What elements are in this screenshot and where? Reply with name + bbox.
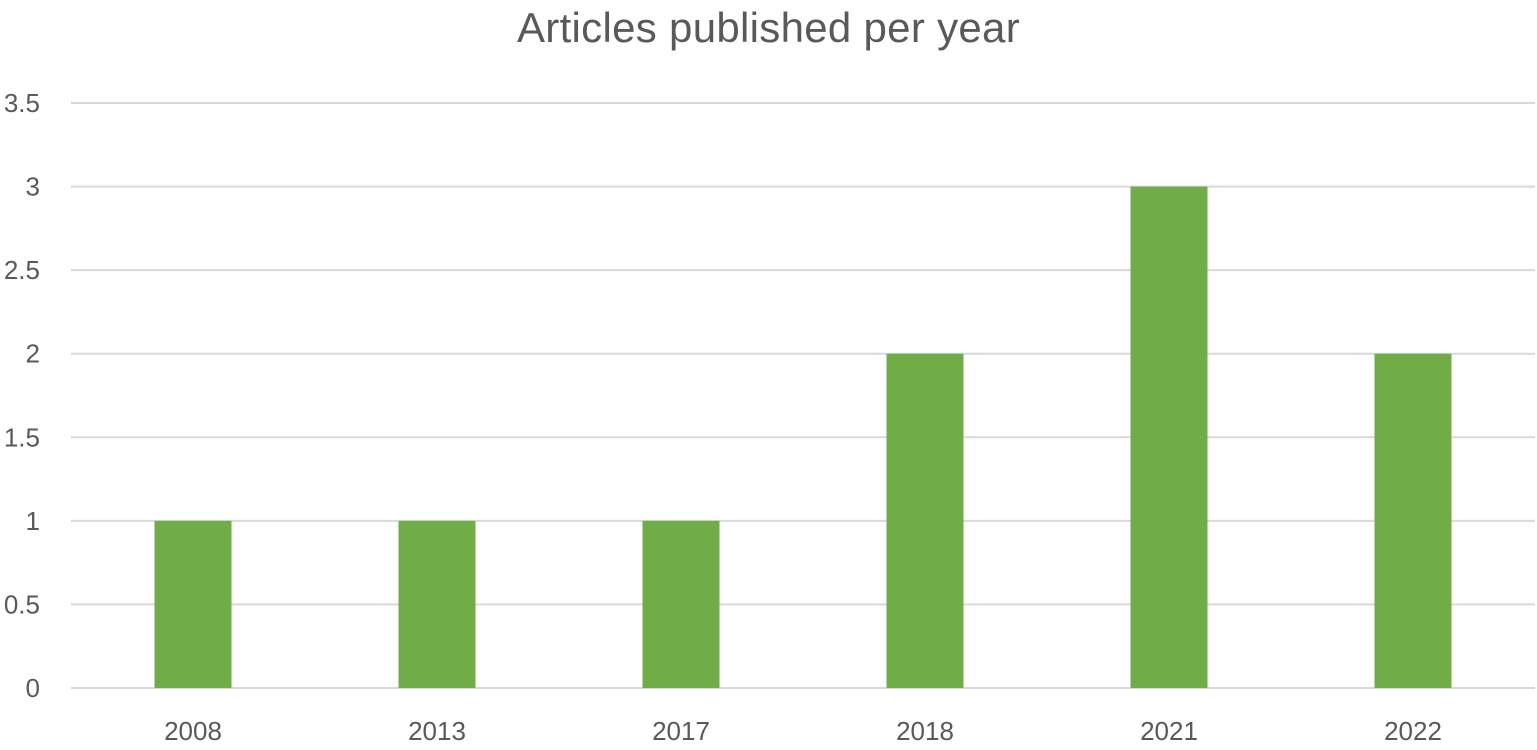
y-tick-label: 2.5 <box>4 255 40 285</box>
y-tick-label: 0 <box>26 673 40 703</box>
gridlines <box>71 102 1535 689</box>
x-tick-label: 2021 <box>1140 716 1198 746</box>
x-tick-label: 2008 <box>164 716 222 746</box>
bar-2021 <box>1130 186 1208 689</box>
bar-2018 <box>886 353 964 688</box>
bar-2013 <box>398 520 476 688</box>
bar-2008 <box>154 520 232 688</box>
y-tick-label: 0.5 <box>4 589 40 619</box>
bar-2017 <box>642 520 720 688</box>
bars <box>154 186 1452 689</box>
y-axis-ticks: 0 0.5 1 1.5 2 2.5 3 3.5 <box>4 88 40 703</box>
y-tick-label: 3.5 <box>4 88 40 118</box>
y-tick-label: 3 <box>26 172 40 202</box>
y-tick-label: 1.5 <box>4 422 40 452</box>
x-tick-label: 2022 <box>1384 716 1442 746</box>
bar-2022 <box>1374 353 1452 688</box>
x-axis-ticks: 2008 2013 2017 2018 2021 2022 <box>164 716 1442 746</box>
chart-title: Articles published per year <box>516 4 1020 51</box>
x-tick-label: 2013 <box>408 716 466 746</box>
x-tick-label: 2017 <box>652 716 710 746</box>
y-tick-label: 1 <box>26 506 40 536</box>
y-tick-label: 2 <box>26 339 40 369</box>
x-tick-label: 2018 <box>896 716 954 746</box>
